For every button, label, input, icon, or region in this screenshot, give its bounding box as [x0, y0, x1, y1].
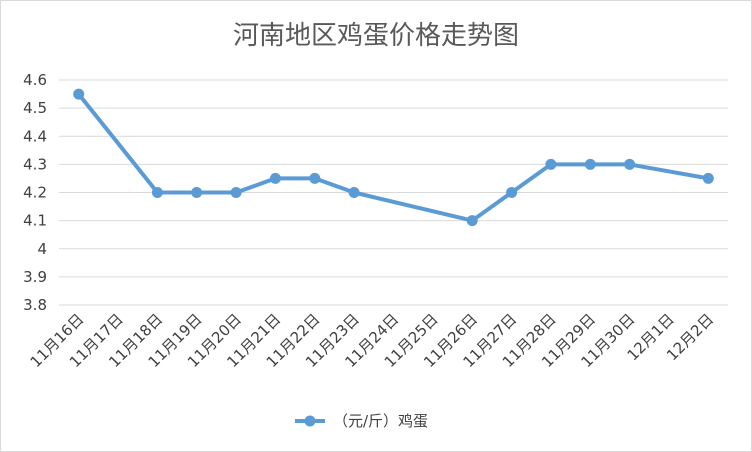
series-layer — [73, 88, 714, 227]
data-point — [73, 88, 85, 100]
y-axis-ticks: 4.6 4.5 4.4 4.3 4.2 4.1 4 3.9 3.8 — [23, 71, 47, 314]
data-point — [466, 215, 478, 227]
data-point — [545, 158, 557, 170]
y-tick-label: 4.5 — [23, 99, 47, 117]
y-tick-label: 4 — [37, 240, 47, 258]
data-point — [702, 172, 714, 184]
y-tick-label: 3.8 — [23, 296, 47, 314]
y-tick-label: 4.4 — [23, 127, 47, 145]
data-point — [624, 158, 636, 170]
data-point — [191, 187, 203, 198]
legend-marker-icon — [304, 415, 316, 427]
y-tick-label: 4.6 — [23, 71, 47, 89]
y-tick-label: 4.2 — [23, 184, 47, 202]
data-point — [309, 172, 321, 184]
legend: （元/斤）鸡蛋 — [295, 412, 428, 430]
y-tick-label: 4.3 — [23, 155, 47, 173]
data-point — [269, 172, 281, 184]
y-tick-label: 3.9 — [23, 268, 47, 286]
y-tick-label: 4.1 — [23, 212, 47, 230]
x-axis-ticks: 11月16日11月17日11月18日11月19日11月20日11月21日11月2… — [27, 310, 718, 371]
data-point — [151, 187, 163, 198]
legend-label: （元/斤）鸡蛋 — [333, 412, 428, 430]
data-point — [584, 158, 596, 170]
chart-title: 河南地区鸡蛋价格走势图 — [233, 21, 519, 51]
data-point — [230, 187, 242, 198]
data-point — [506, 187, 518, 198]
data-point — [348, 187, 360, 198]
series-line — [76, 92, 711, 223]
